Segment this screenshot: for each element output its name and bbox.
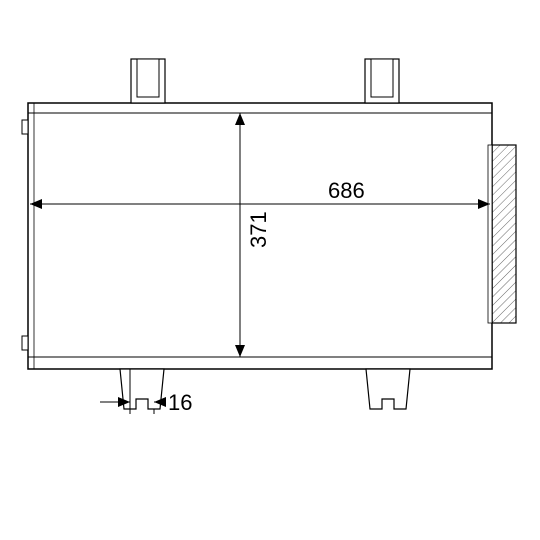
drawing-canvas: MAHLE <box>0 0 540 540</box>
top-bracket-left <box>131 59 165 103</box>
bottom-bracket-right <box>366 369 410 409</box>
dimension-width-label: 686 <box>328 178 365 204</box>
dimension-height-label: 371 <box>246 211 272 248</box>
dimension-depth-label: 16 <box>168 390 192 416</box>
end-block <box>492 145 516 323</box>
top-bracket-right <box>365 59 399 103</box>
technical-drawing-svg <box>0 0 540 540</box>
